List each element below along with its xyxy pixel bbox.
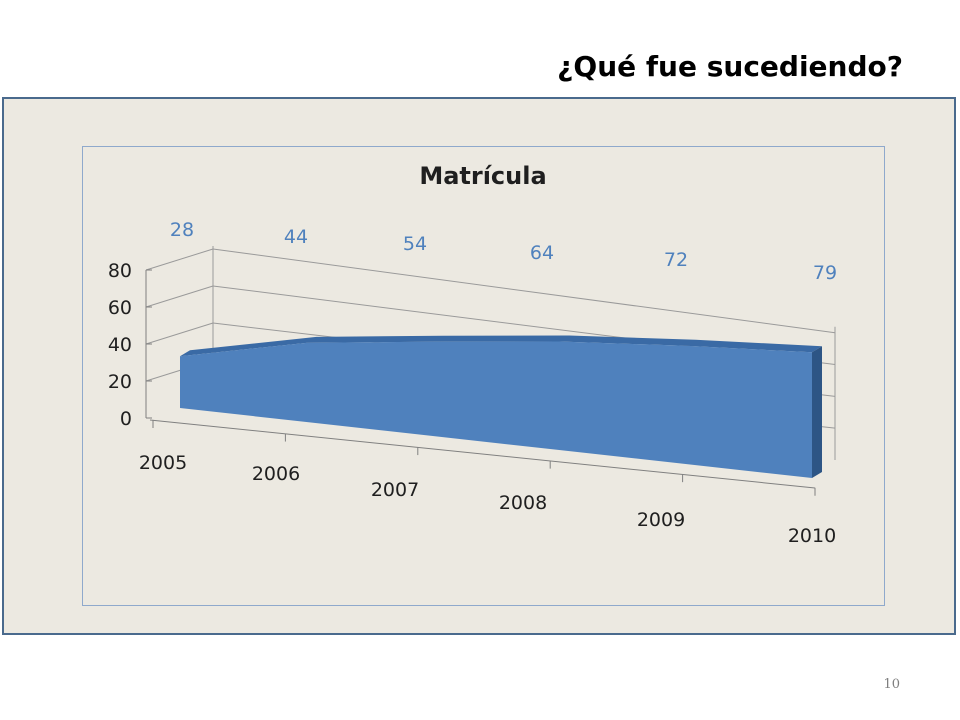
- data-label: 28: [170, 219, 194, 241]
- data-label: 44: [284, 226, 308, 248]
- chart-title: Matrícula: [419, 162, 546, 190]
- data-label: 72: [664, 249, 688, 271]
- page-number: 10: [883, 677, 900, 692]
- x-tick-label: 2005: [139, 452, 187, 474]
- y-tick-label: 40: [108, 334, 132, 356]
- side-gridline: [145, 248, 214, 271]
- x-tick-label: 2008: [499, 492, 547, 514]
- area-side-face: [812, 346, 822, 478]
- back-gridline: [212, 248, 836, 334]
- slide-title: ¿Qué fue sucediendo?: [557, 50, 903, 83]
- y-tick-label: 20: [108, 371, 132, 393]
- y-tick-label: 0: [120, 408, 132, 430]
- data-label: 54: [403, 233, 427, 255]
- side-gridline: [145, 322, 214, 345]
- x-axis-line: [149, 419, 816, 489]
- x-tick-label: 2010: [788, 525, 836, 547]
- x-tick-label: 2006: [252, 463, 300, 485]
- y-tick-label: 60: [108, 297, 132, 319]
- x-tick-label: 2009: [637, 509, 685, 531]
- area-front-face: [180, 341, 812, 478]
- area-series: [179, 335, 822, 478]
- chart-axes: 0 20 40 60 80 28 44 54 64 72 79 2005 2006 2007 2008 200…: [108, 219, 837, 547]
- x-tick-label: 2007: [371, 479, 419, 501]
- y-tick-label: 80: [108, 260, 132, 282]
- area-top-surface: [180, 335, 822, 357]
- data-label: 79: [813, 262, 837, 284]
- side-gridline: [145, 285, 214, 308]
- data-label: 64: [530, 242, 554, 264]
